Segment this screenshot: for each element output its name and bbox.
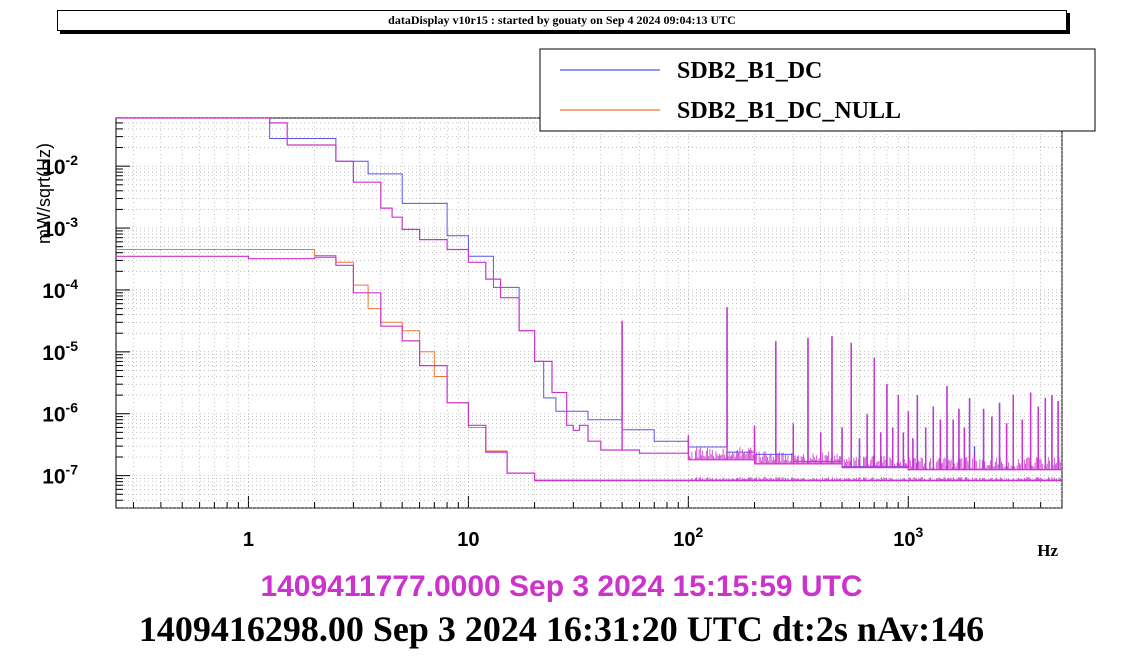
legend-label: SDB2_B1_DC [677, 58, 822, 84]
legend-label: SDB2_B1_DC_NULL [677, 98, 901, 124]
x-tick-label: 10 [457, 529, 479, 551]
plot-frame [115, 117, 1063, 509]
x-tick-label: 103 [893, 524, 923, 551]
plot-title: dataDisplay v10r15 : started by gouaty o… [57, 10, 1067, 31]
y-tick-label: 10-7 [42, 462, 78, 489]
y-tick-label: 10-5 [42, 338, 78, 365]
legend-box [539, 48, 1096, 132]
x-axis-label: Hz [1037, 541, 1058, 560]
reference-timestamp: 1409411777.0000 Sep 3 2024 15:15:59 UTC [260, 570, 863, 603]
reference-trace [116, 118, 1062, 471]
reference-null-noise [687, 476, 1062, 481]
current-timestamp: 1409416298.00 Sep 3 2024 16:31:20 UTC dt… [138, 609, 985, 649]
y-axis-label: mW/sqrt(Hz) [34, 143, 54, 244]
reference-null-trace [116, 255, 1062, 482]
y-tick-label: 10-6 [42, 400, 78, 427]
x-tick-label: 102 [673, 524, 703, 551]
y-tick-label: 10-4 [42, 276, 78, 303]
x-tick-label: 1 [243, 529, 254, 551]
